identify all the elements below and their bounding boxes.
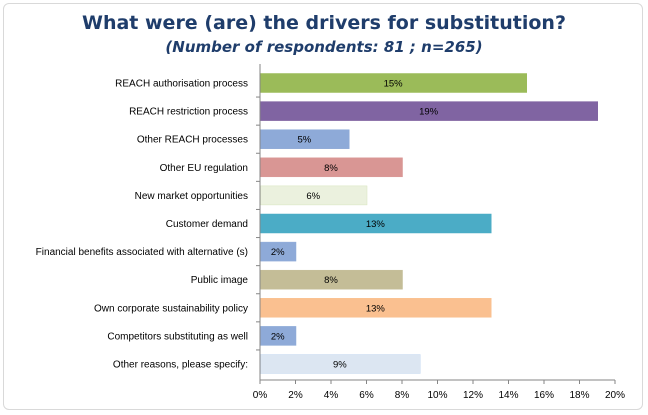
data-label: 13% <box>366 303 386 314</box>
data-label: 2% <box>271 331 285 342</box>
x-axis: 0% 2% 4% 6% 8% 10% 12% 14% 16% 18% 20% <box>253 64 625 401</box>
data-label: 5% <box>298 135 312 146</box>
category-label: Customer demand <box>166 219 248 230</box>
x-tick-label: 18% <box>569 390 589 401</box>
category-label: New market opportunities <box>135 191 248 202</box>
category-label: Other EU regulation <box>160 163 248 174</box>
data-label: 8% <box>324 275 338 286</box>
x-tick-label: 12% <box>463 390 483 401</box>
x-tick-label: 20% <box>605 390 625 401</box>
category-label: Own corporate sustainability policy <box>94 303 248 314</box>
category-label: Public image <box>191 275 249 286</box>
x-tick-label: 8% <box>395 390 410 401</box>
data-label: 2% <box>271 247 285 258</box>
category-label: Financial benefits associated with alter… <box>36 247 248 258</box>
data-label: 13% <box>366 219 386 230</box>
category-label: REACH restriction process <box>129 107 248 118</box>
chart-title: What were (are) the drivers for substitu… <box>82 12 566 34</box>
x-tick-label: 0% <box>253 390 268 401</box>
category-label: Other reasons, please specify: <box>113 360 248 371</box>
x-tick-label: 4% <box>324 390 339 401</box>
x-tick-label: 10% <box>427 390 447 401</box>
x-tick-label: 6% <box>359 390 374 401</box>
data-label: 6% <box>306 191 320 202</box>
category-labels: REACH authorisation process REACH restric… <box>36 79 249 371</box>
bars-layer: 15% 19% 5% 8% 6% 13% 2% 8% 13% 2% 9% <box>260 73 598 374</box>
x-tick-label: 14% <box>498 390 518 401</box>
category-label: Other REACH processes <box>137 135 248 146</box>
data-label: 19% <box>419 107 439 118</box>
data-label: 15% <box>384 79 404 90</box>
x-tick-label: 16% <box>534 390 554 401</box>
chart-frame <box>3 3 643 410</box>
data-label: 9% <box>333 360 347 371</box>
data-label: 8% <box>324 163 338 174</box>
x-tick-label: 2% <box>288 390 303 401</box>
chart-subtitle: (Number of respondents: 81 ; n=265) <box>165 38 483 56</box>
category-label: REACH authorisation process <box>115 79 248 90</box>
category-label: Competitors substituting as well <box>107 331 248 342</box>
